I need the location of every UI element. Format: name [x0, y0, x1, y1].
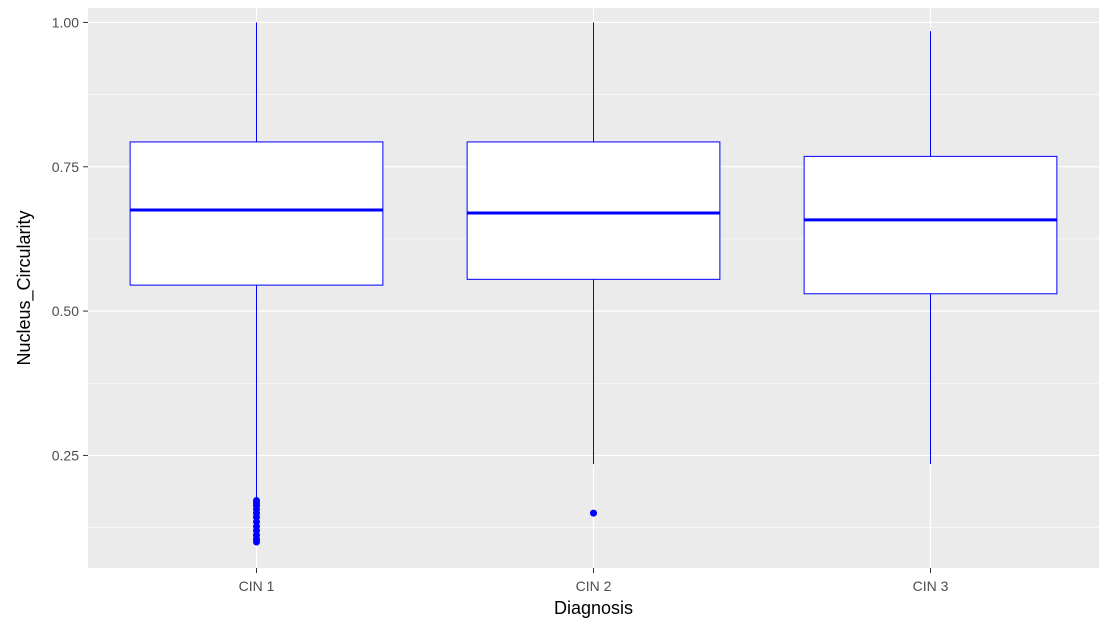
x-axis-title: Diagnosis	[554, 598, 633, 618]
y-axis-title: Nucleus_Circularity	[14, 210, 35, 365]
box-cin-1	[129, 22, 384, 546]
y-tick-label: 0.75	[52, 159, 79, 175]
outlier-point	[253, 538, 260, 546]
box-cin-3	[803, 31, 1058, 465]
box-iqr	[129, 141, 384, 286]
x-tick-label: CIN 1	[239, 578, 275, 594]
y-tick-label: 1.00	[52, 14, 79, 30]
y-axis: 0.25 0.50 0.75 1.00	[52, 14, 88, 463]
box-iqr	[803, 155, 1058, 295]
x-tick-label: CIN 2	[576, 578, 612, 594]
box-cin-2	[466, 22, 721, 517]
boxes	[129, 22, 1058, 546]
outlier-point	[590, 509, 597, 517]
y-tick-label: 0.50	[52, 303, 79, 319]
box-iqr	[466, 141, 721, 280]
x-tick-label: CIN 3	[913, 578, 949, 594]
y-tick-label: 0.25	[52, 447, 79, 463]
x-axis: CIN 1 CIN 2 CIN 3	[239, 568, 949, 594]
